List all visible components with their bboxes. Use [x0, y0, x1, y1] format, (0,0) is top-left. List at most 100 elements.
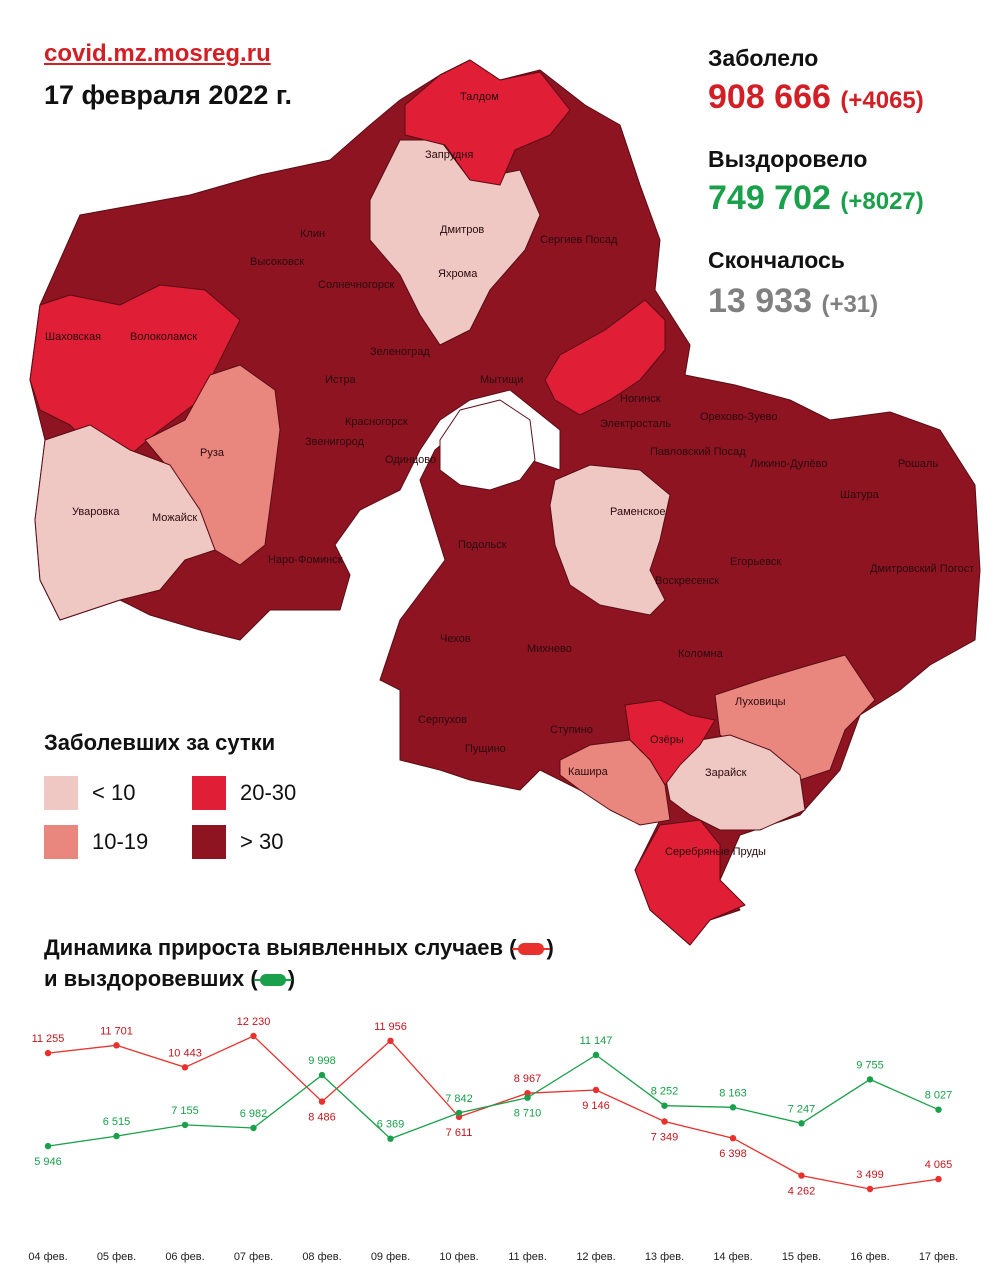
cases-point — [798, 1172, 805, 1179]
recovered-data-label: 7 155 — [171, 1105, 199, 1117]
died-stat: 13 933 (+31) — [708, 282, 878, 321]
recovered-data-label: 8 252 — [651, 1086, 679, 1098]
recovered-data-label: 9 755 — [856, 1059, 884, 1071]
recovered-point — [729, 1104, 737, 1111]
map-label: Воскресенск — [655, 575, 719, 587]
recovered-label: Выздоровело — [708, 146, 868, 172]
map-label: Красногорск — [345, 416, 408, 428]
map-label: Одинцово — [385, 454, 436, 466]
map-label: Ликино-Дулёво — [750, 458, 828, 470]
recovered-point — [318, 1071, 326, 1079]
moscow-hole — [439, 399, 536, 491]
recovered-delta: (+8027) — [840, 188, 924, 215]
sick-stat: 908 666 (+4065) — [708, 78, 924, 117]
map-label: Рошаль — [898, 458, 938, 470]
legend-swatch — [44, 776, 78, 810]
map-region-kashira — [559, 739, 671, 826]
map-label: Зарайск — [705, 767, 747, 779]
map-label: Яхрома — [438, 268, 478, 280]
cases-data-label: 11 956 — [374, 1021, 407, 1033]
recovered-point — [44, 1142, 52, 1150]
recovered-stat: 749 702 (+8027) — [708, 179, 924, 218]
recovered-value: 749 702 — [708, 179, 831, 217]
map-region-mozhaysk — [34, 424, 216, 621]
map-label: Звенигород — [305, 436, 365, 448]
recovered-point — [935, 1106, 942, 1113]
legend-label: < 10 — [92, 780, 136, 805]
legend-label: 20-30 — [240, 780, 297, 805]
cases-data-label: 4 262 — [788, 1186, 816, 1198]
recovered-data-label: 7 247 — [788, 1103, 816, 1115]
dynamics-title-text: ) — [546, 935, 553, 960]
cases-point — [318, 1098, 326, 1105]
map-label: Луховицы — [735, 696, 786, 708]
region-map: Талдом Запрудня Дмитров Яхрома Клин Высо… — [29, 59, 981, 946]
map-label: Дмитровский Погост — [870, 563, 974, 575]
recovered-point — [798, 1120, 805, 1127]
map-label: Кашира — [568, 766, 609, 778]
cases-data-label: 7 349 — [651, 1132, 679, 1144]
dynamics-title-text: Динамика прироста выявленных случаев ( — [44, 935, 517, 960]
map-label: Высоковск — [250, 256, 304, 268]
red-series-marker-icon — [512, 943, 551, 956]
map-label: Дмитров — [440, 224, 484, 236]
sick-label: Заболело — [708, 45, 819, 71]
dynamics-title-line2: и выздоровевших () — [44, 963, 554, 994]
x-tick-label: 11 фев. — [508, 1251, 547, 1263]
recovered-point — [592, 1051, 600, 1059]
map-label: Наро-Фоминск — [268, 554, 343, 566]
map-label: Подольск — [458, 539, 507, 551]
source-link[interactable]: covid.mz.mosreg.ru — [44, 40, 271, 67]
map-region-ruza — [144, 364, 281, 566]
recovered-point — [181, 1121, 189, 1129]
legend-swatch — [192, 825, 226, 859]
recovered-point — [387, 1135, 394, 1142]
map-label: Михнево — [527, 643, 572, 655]
recovered-series-line — [47, 1054, 939, 1147]
map-label: Ступино — [550, 724, 593, 736]
legend-title: Заболевших за сутки — [44, 730, 276, 755]
died-delta: (+31) — [821, 291, 879, 318]
map-label: Руза — [200, 447, 225, 459]
x-tick-label: 15 фев. — [782, 1251, 821, 1263]
map-label: Раменское — [610, 506, 666, 518]
cases-point — [661, 1118, 668, 1125]
cases-data-label: 6 398 — [719, 1148, 747, 1160]
cases-data-label: 8 967 — [514, 1073, 542, 1085]
map-label: Шатура — [840, 489, 880, 501]
dynamics-chart: 11 255 11 701 10 443 12 230 8 486 11 956 7 611… — [28, 1016, 958, 1263]
map-region-taldom — [404, 59, 571, 186]
recovered-data-label: 5 946 — [34, 1156, 62, 1168]
dynamics-title-text: и выздоровевших ( — [44, 966, 258, 991]
cases-point — [592, 1086, 600, 1094]
died-value: 13 933 — [708, 282, 812, 320]
legend-swatch — [44, 825, 78, 859]
map-label: Орехово-Зуево — [700, 411, 778, 423]
x-tick-label: 08 фев. — [302, 1251, 341, 1263]
x-tick-label: 13 фев. — [645, 1251, 684, 1263]
map-region-serebryanye-prudy — [634, 819, 746, 946]
cases-data-label: 10 443 — [168, 1047, 202, 1059]
recovered-point — [866, 1076, 874, 1083]
recovered-data-label: 8 027 — [925, 1090, 953, 1102]
recovered-data-label: 8 163 — [719, 1087, 747, 1099]
x-tick-label: 09 фев. — [371, 1251, 410, 1263]
map-label: Солнечногорск — [318, 279, 394, 291]
map-label: Пущино — [465, 743, 506, 755]
report-date: 17 февраля 2022 г. — [44, 80, 292, 110]
x-tick-label: 17 фев. — [919, 1251, 958, 1263]
green-series-marker-icon — [253, 974, 292, 987]
map-label: Электросталь — [600, 418, 671, 430]
recovered-data-label: 6 369 — [377, 1119, 405, 1131]
cases-data-label: 9 146 — [582, 1100, 610, 1112]
map-label: Клин — [300, 228, 325, 240]
x-tick-label: 05 фев. — [97, 1251, 136, 1263]
recovered-data-label: 7 842 — [445, 1093, 473, 1105]
x-tick-label: 16 фев. — [850, 1251, 889, 1263]
map-label: Егорьевск — [730, 556, 781, 568]
cases-point — [44, 1049, 52, 1057]
cases-data-label: 4 065 — [925, 1159, 953, 1171]
cases-data-label: 11 255 — [32, 1033, 65, 1045]
map-label: Мытищи — [480, 374, 523, 386]
map-label: Талдом — [460, 91, 499, 103]
